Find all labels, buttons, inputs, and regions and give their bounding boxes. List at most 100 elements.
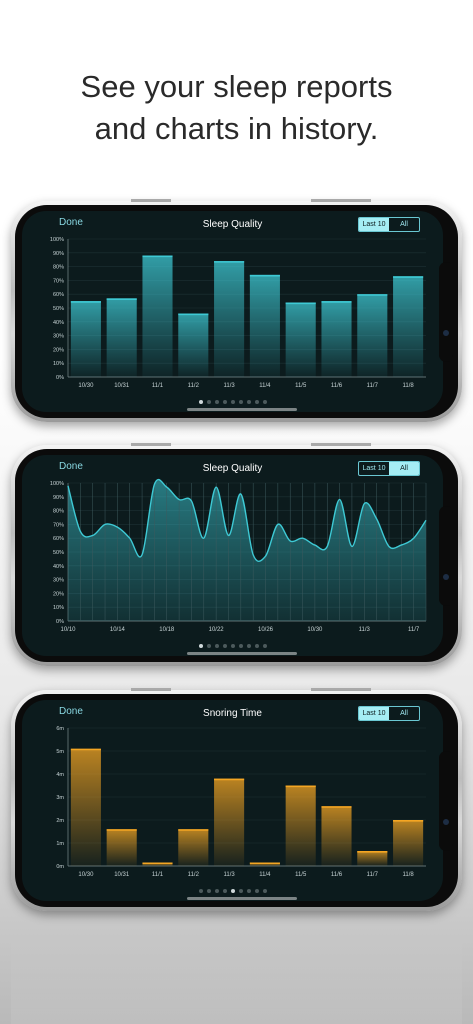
y-tick-label: 0% bbox=[56, 375, 64, 381]
page-dot[interactable] bbox=[262, 889, 267, 893]
bar bbox=[178, 313, 209, 377]
page-dot[interactable] bbox=[214, 400, 219, 404]
done-button[interactable]: Done bbox=[59, 461, 83, 472]
x-tick-label: 10/31 bbox=[114, 383, 130, 389]
x-tick-label: 11/1 bbox=[152, 872, 164, 878]
bar bbox=[214, 778, 245, 866]
power-button bbox=[311, 199, 371, 202]
x-tick-label: 11/2 bbox=[188, 383, 200, 389]
x-tick-label: 11/7 bbox=[408, 627, 420, 633]
phone-frame-3: Done Snoring Time Last 10 All 0m 1m 2m 3m 4m… bbox=[11, 688, 462, 911]
segment-all[interactable]: All bbox=[389, 462, 419, 475]
range-segmented-control[interactable]: Last 10 All bbox=[358, 217, 420, 232]
x-tick-label: 11/5 bbox=[295, 383, 307, 389]
page-dot[interactable] bbox=[206, 644, 211, 648]
y-tick-label: 30% bbox=[53, 334, 64, 340]
x-tick-label: 11/3 bbox=[223, 872, 235, 878]
done-button[interactable]: Done bbox=[59, 706, 83, 717]
done-button[interactable]: Done bbox=[59, 217, 83, 228]
phone-frame-1: Done Sleep Quality Last 10 All 0% 10% 20% 3… bbox=[11, 199, 462, 422]
page-dot[interactable] bbox=[238, 889, 243, 893]
y-tick-label: 100% bbox=[50, 481, 64, 487]
power-button bbox=[311, 688, 371, 691]
range-segmented-control[interactable]: Last 10 All bbox=[358, 461, 420, 476]
page-indicator[interactable] bbox=[22, 400, 443, 406]
x-tick-label: 11/7 bbox=[367, 872, 379, 878]
x-tick-label: 10/30 bbox=[78, 383, 94, 389]
page-indicator[interactable] bbox=[22, 889, 443, 895]
segment-all[interactable]: All bbox=[400, 710, 408, 717]
y-tick-label: 60% bbox=[53, 292, 64, 298]
x-tick-label: 11/8 bbox=[402, 383, 414, 389]
x-tick-label: 11/2 bbox=[188, 872, 200, 878]
bar bbox=[106, 829, 137, 866]
x-tick-label: 11/8 bbox=[402, 872, 414, 878]
y-tick-label: 0% bbox=[56, 619, 64, 625]
page-dot[interactable] bbox=[246, 889, 251, 893]
x-tick-label: 10/18 bbox=[159, 627, 175, 633]
bar bbox=[357, 294, 388, 377]
page-indicator[interactable] bbox=[22, 644, 443, 650]
y-tick-label: 50% bbox=[53, 306, 64, 312]
home-indicator[interactable] bbox=[187, 408, 297, 411]
screen-sleep-quality-area: Done Sleep Quality Last 10 All 0% 10% 20% 3… bbox=[22, 455, 443, 656]
page-dot[interactable] bbox=[198, 644, 203, 648]
bar bbox=[249, 862, 280, 866]
y-tick-label: 10% bbox=[53, 361, 64, 367]
page-dot[interactable] bbox=[246, 400, 251, 404]
screen-snoring-time-bars: Done Snoring Time Last 10 All 0m 1m 2m 3m 4m… bbox=[22, 700, 443, 901]
power-button bbox=[311, 443, 371, 446]
bar bbox=[285, 302, 316, 377]
page-dot[interactable] bbox=[262, 644, 267, 648]
page-dot[interactable] bbox=[222, 889, 227, 893]
bar bbox=[393, 276, 424, 377]
sleep-quality-area-chart: 0% 10% 20% 30% 40% 50% 60% 70% 80% 90% 100% 10/10 10… bbox=[50, 478, 427, 633]
screen-sleep-quality-bars: Done Sleep Quality Last 10 All 0% 10% 20% 3… bbox=[22, 211, 443, 412]
page-dot[interactable] bbox=[254, 400, 259, 404]
page-dot[interactable] bbox=[238, 400, 243, 404]
page-dot[interactable] bbox=[198, 400, 203, 404]
home-indicator[interactable] bbox=[187, 897, 297, 900]
page-dot[interactable] bbox=[198, 889, 203, 893]
x-tick-label: 11/7 bbox=[367, 383, 379, 389]
bar bbox=[70, 748, 101, 866]
segment-all[interactable]: All bbox=[400, 221, 408, 228]
volume-button bbox=[131, 688, 171, 691]
bar bbox=[70, 301, 101, 377]
bar bbox=[285, 785, 316, 866]
page-dot[interactable] bbox=[206, 400, 211, 404]
page-dot[interactable] bbox=[254, 889, 259, 893]
page-dot[interactable] bbox=[230, 400, 235, 404]
page-dot[interactable] bbox=[230, 889, 235, 893]
range-segmented-control[interactable]: Last 10 All bbox=[358, 706, 420, 721]
y-tick-label: 50% bbox=[53, 550, 64, 556]
page-dot[interactable] bbox=[214, 889, 219, 893]
series-line bbox=[67, 478, 427, 562]
page-dot[interactable] bbox=[246, 644, 251, 648]
home-indicator[interactable] bbox=[187, 652, 297, 655]
page-dot[interactable] bbox=[206, 889, 211, 893]
area-fill bbox=[68, 479, 426, 621]
bar bbox=[106, 298, 137, 377]
bar bbox=[393, 820, 424, 866]
y-tick-label: 60% bbox=[53, 536, 64, 542]
segment-last-10[interactable]: Last 10 bbox=[359, 707, 389, 720]
y-tick-label: 20% bbox=[53, 591, 64, 597]
camera-icon bbox=[443, 329, 449, 336]
segment-last-10[interactable]: Last 10 bbox=[359, 218, 389, 231]
page-dot[interactable] bbox=[238, 644, 243, 648]
camera-icon bbox=[443, 573, 449, 580]
y-tick-label: 90% bbox=[53, 251, 64, 257]
page-dot[interactable] bbox=[254, 644, 259, 648]
y-tick-label: 0m bbox=[56, 864, 64, 870]
page-dot[interactable] bbox=[222, 400, 227, 404]
segment-last-10[interactable]: Last 10 bbox=[362, 465, 386, 472]
bar bbox=[142, 255, 173, 377]
page-dot[interactable] bbox=[262, 400, 267, 404]
page-dot[interactable] bbox=[230, 644, 235, 648]
x-tick-label: 11/6 bbox=[331, 383, 343, 389]
screen-title: Sleep Quality bbox=[202, 219, 263, 230]
page-dot[interactable] bbox=[214, 644, 219, 648]
camera-notch bbox=[439, 505, 453, 606]
page-dot[interactable] bbox=[222, 644, 227, 648]
